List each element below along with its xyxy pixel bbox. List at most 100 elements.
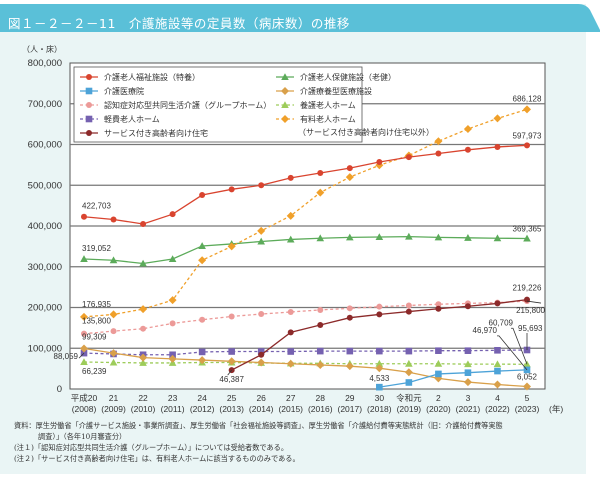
y-tick-label: 400,000	[28, 221, 62, 232]
x-tick-label: 28	[316, 393, 326, 403]
data-point	[168, 296, 177, 305]
data-point	[376, 311, 383, 318]
data-point	[257, 358, 266, 367]
data-point	[287, 348, 295, 355]
data-point	[110, 328, 117, 335]
data-label: 60,709	[489, 318, 514, 327]
series-line	[83, 349, 528, 356]
series-line	[83, 361, 528, 365]
source-note: 資料：厚生労働省「介護サービス施設・事業所調査」、厚生労働省「社会福祉施設等調査…	[14, 421, 503, 430]
data-point	[139, 305, 148, 314]
data-point	[81, 330, 87, 337]
data-point	[523, 366, 531, 374]
data-point	[345, 173, 354, 182]
legend-label: 認知症対応型共同生活介護（グループホーム）	[104, 100, 271, 110]
data-point	[493, 234, 502, 242]
data-point	[316, 188, 325, 197]
legend-label: （サービス付き高齢者向け住宅以外）	[298, 127, 434, 137]
data-label: 422,703	[82, 202, 111, 211]
data-point	[494, 346, 501, 354]
x-tick-year-label: (2010)	[131, 404, 156, 414]
data-point	[405, 308, 412, 315]
data-label: 66,239	[82, 367, 107, 376]
data-point	[109, 310, 118, 319]
series-line	[83, 144, 528, 225]
legend-marker	[86, 130, 92, 136]
data-point	[435, 305, 442, 312]
series-line	[379, 369, 528, 388]
x-axis-unit: (年)	[549, 404, 563, 414]
data-point	[286, 211, 295, 220]
data-point	[169, 351, 176, 359]
data-point	[286, 359, 295, 368]
y-tick-label: 500,000	[28, 180, 62, 191]
data-point	[316, 347, 324, 355]
data-point	[316, 234, 325, 242]
x-tick-label: 27	[286, 393, 296, 403]
data-point	[345, 362, 354, 371]
data-point	[139, 353, 148, 362]
data-point	[109, 256, 118, 264]
leader-line	[227, 369, 232, 376]
legend-marker	[85, 87, 93, 95]
data-label: 4,533	[369, 374, 390, 383]
data-point	[228, 313, 235, 320]
data-point	[523, 346, 531, 354]
data-point	[346, 233, 354, 241]
x-tick-label: 26	[256, 393, 266, 403]
data-point	[435, 347, 442, 354]
data-point	[376, 159, 383, 166]
legend-label: 軽費老人ホーム	[104, 114, 160, 124]
data-point	[139, 359, 147, 366]
data-label: 135,800	[82, 317, 111, 326]
data-point	[523, 382, 531, 391]
legend-box	[73, 66, 363, 143]
data-point	[464, 360, 472, 368]
x-tick-year-label: (2019)	[397, 404, 422, 414]
legend-marker	[281, 115, 289, 123]
data-point	[110, 216, 117, 223]
y-tick-label: 700,000	[28, 99, 62, 110]
data-point	[376, 303, 383, 310]
y-axis-unit: （人・床）	[22, 45, 62, 54]
data-point	[434, 137, 443, 146]
data-point	[523, 105, 531, 114]
x-tick-year-label: (2018)	[367, 404, 392, 414]
line-chart: 0 100,000 200,000 300,000 400,000 500,000 600,…	[28, 58, 564, 414]
data-label: 46,970	[473, 326, 498, 335]
legend-marker	[281, 73, 289, 80]
data-label: 95,693	[518, 324, 543, 333]
data-point	[168, 354, 177, 363]
y-tick-label: 100,000	[28, 343, 62, 354]
data-label: 176,935	[82, 300, 111, 309]
x-tick-year-label: (2021)	[456, 404, 481, 414]
legend-label: 介護老人福祉施設（特養）	[104, 72, 200, 82]
y-tick-label: 800,000	[28, 58, 62, 69]
data-point	[405, 302, 412, 309]
data-point	[287, 174, 294, 181]
legend-marker	[86, 102, 92, 108]
x-tick-year-label: (2017)	[338, 404, 363, 414]
series-line	[83, 347, 528, 388]
data-point	[435, 150, 442, 157]
data-point	[257, 237, 265, 245]
y-tick-label: 200,000	[28, 303, 62, 314]
figure-title: 図１－２－２－11 介護施設等の定員数（病床数）の推移	[8, 16, 350, 31]
data-point	[493, 360, 502, 368]
data-point	[316, 360, 325, 369]
data-point	[434, 359, 443, 367]
note-2: (注２)「サービス付き高齢者向け住宅」は、有料老人ホームに該当するもののみである…	[14, 454, 300, 463]
x-tick-year-label: (2014)	[249, 404, 274, 414]
data-point	[375, 359, 384, 367]
legend-marker	[86, 74, 92, 80]
figure-notes: 資料：厚生労働省「介護サービス施設・事業所調査」、厚生労働省「社会福祉施設等調査…	[14, 420, 584, 464]
x-tick-year-label: (2013)	[219, 404, 244, 414]
data-point	[464, 369, 472, 376]
data-point	[493, 380, 502, 389]
data-point	[257, 348, 265, 355]
data-point	[317, 322, 324, 329]
title-bar-shape	[0, 4, 600, 32]
x-tick-label: 22	[138, 393, 148, 403]
data-point	[375, 364, 384, 373]
data-point	[434, 233, 443, 241]
